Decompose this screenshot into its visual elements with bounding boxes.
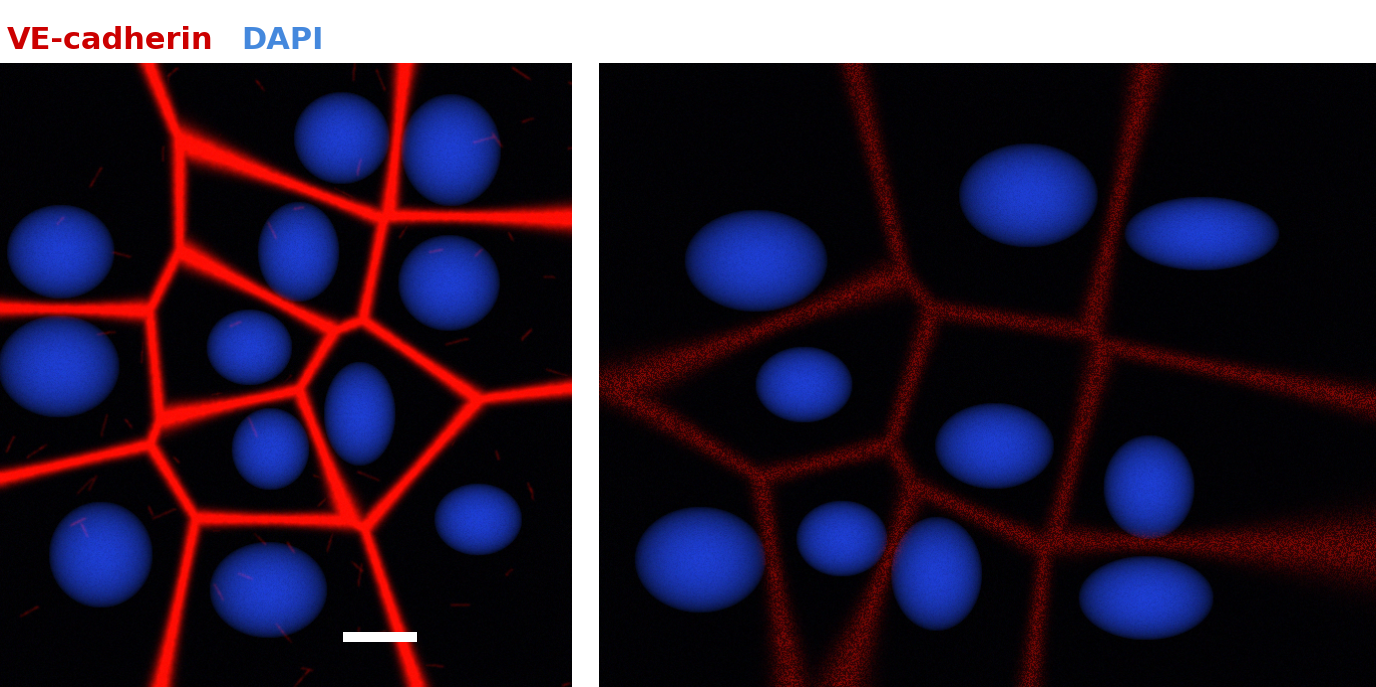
Text: VE-cadherin: VE-cadherin <box>7 25 213 55</box>
Text: DAPI: DAPI <box>241 25 323 55</box>
Bar <box>343 632 417 642</box>
